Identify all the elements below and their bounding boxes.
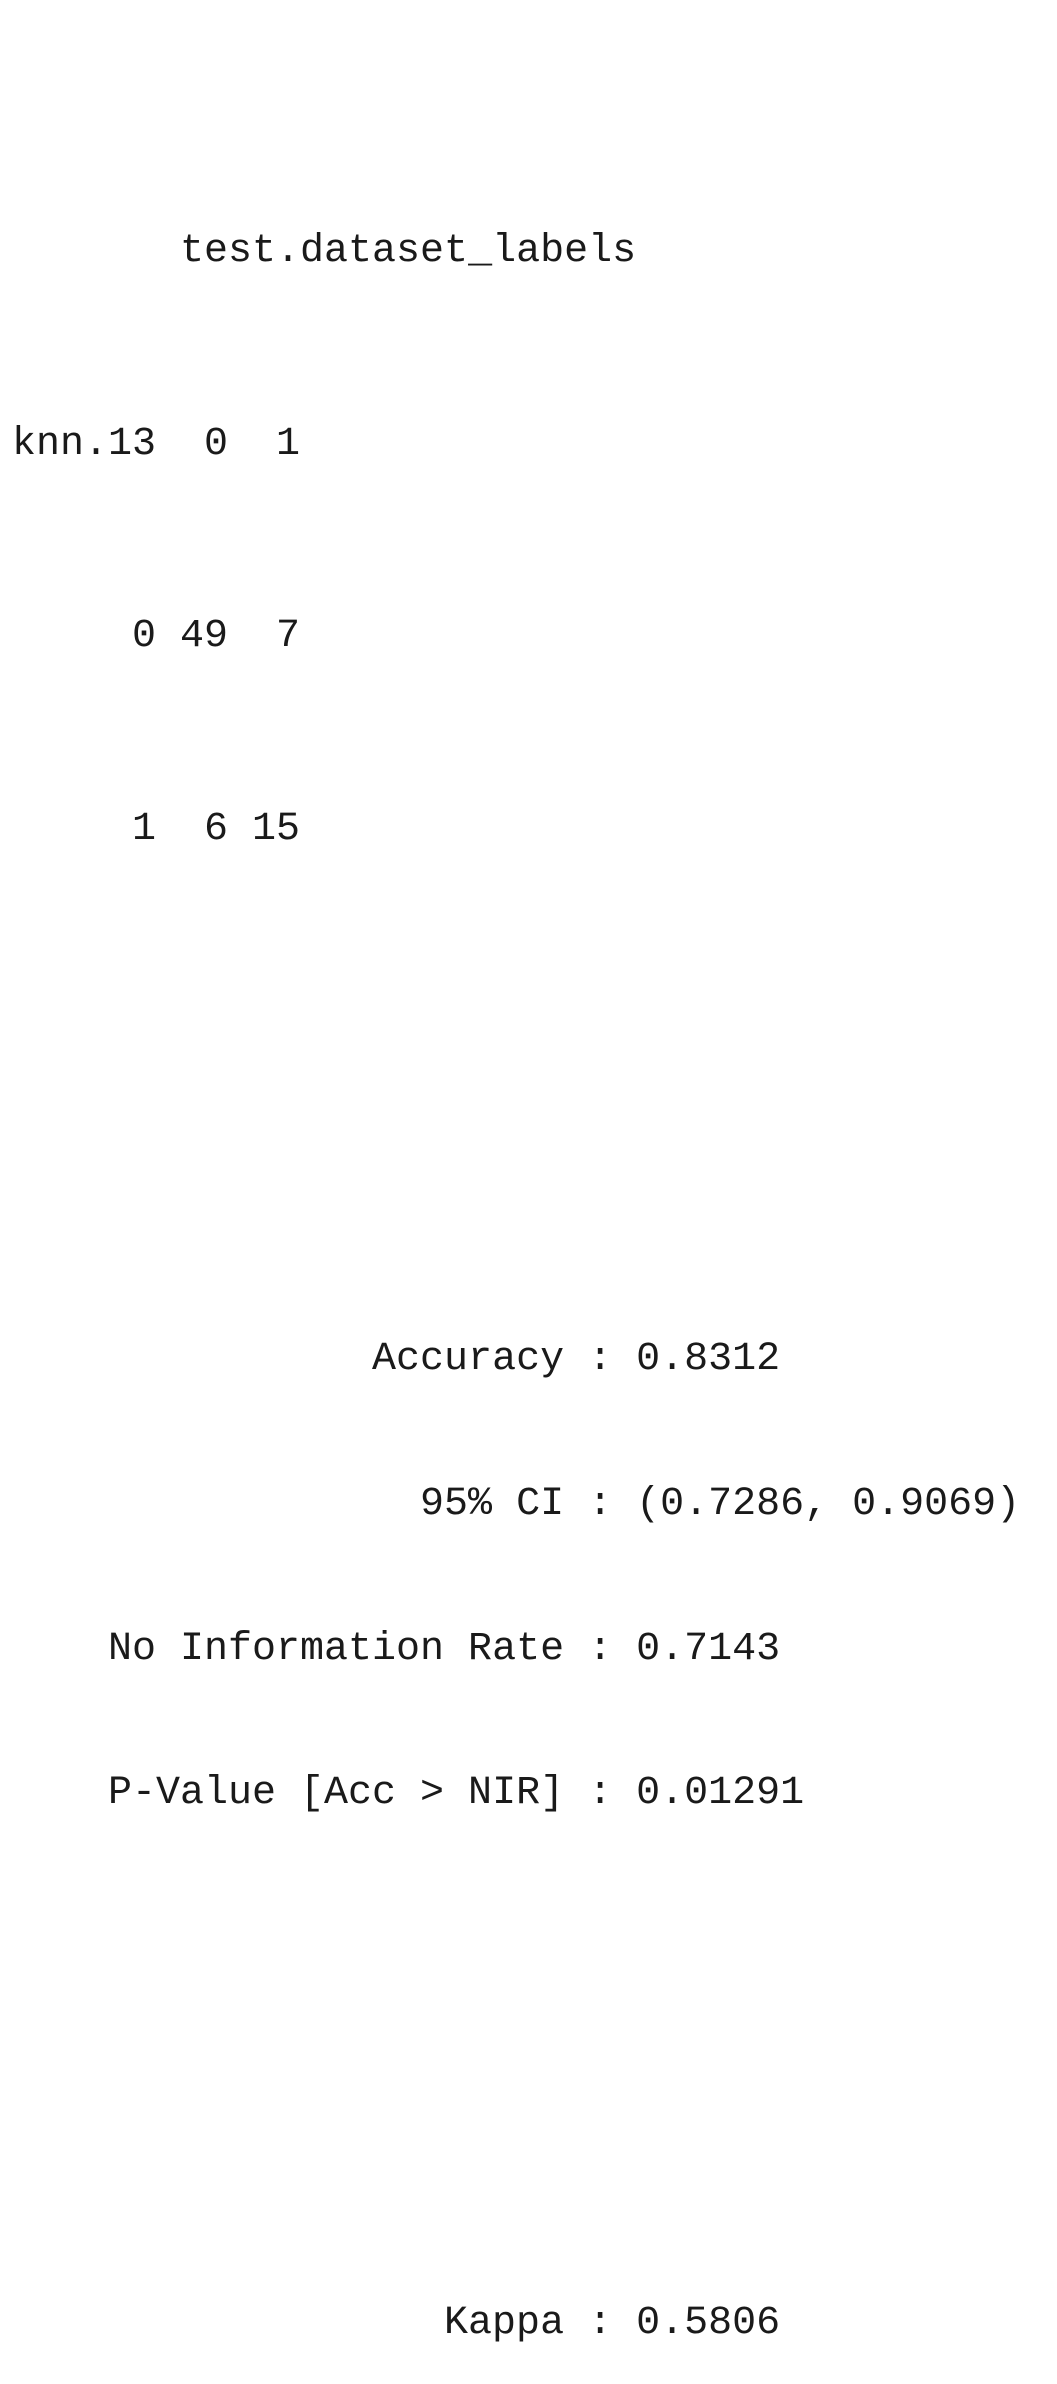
stat-value: 0.5806	[636, 2301, 781, 2347]
matrix-cell: 15	[252, 807, 301, 853]
stat-label: Kappa	[444, 2301, 565, 2347]
stat-separator: :	[588, 1482, 613, 1527]
stat-separator: :	[588, 1337, 613, 1383]
matrix-row: 1 6 15	[12, 806, 1020, 854]
stat-row: 95% CI : (0.7286, 0.9069)	[12, 1481, 1020, 1529]
stat-label: 95% CI	[420, 1482, 565, 1527]
console-output: test.dataset_labels knn.13 0 1 0 49 7 1 …	[12, 35, 1020, 2384]
matrix-row-level: 0	[132, 614, 157, 660]
stat-separator: :	[588, 1626, 613, 1672]
matrix-column-header: test.dataset_labels	[180, 228, 637, 274]
matrix-column-level: 1	[276, 421, 301, 467]
stat-label: P-Value [Acc > NIR]	[108, 1771, 565, 1817]
stat-separator: :	[588, 2301, 613, 2347]
stat-value: 0.8312	[636, 1337, 781, 1383]
matrix-row: 0 49 7	[12, 613, 1020, 661]
matrix-cell: 7	[276, 614, 301, 660]
stat-label: Accuracy	[372, 1337, 565, 1383]
stats-group-accuracy: Accuracy : 0.8312 95% CI : (0.7286, 0.90…	[12, 1240, 1020, 1915]
stat-value: 0.01291	[636, 1771, 805, 1817]
stat-separator: :	[588, 1771, 613, 1817]
matrix-cell: 6	[204, 807, 229, 853]
stat-row: Accuracy : 0.8312	[12, 1336, 1020, 1384]
matrix-cell: 49	[180, 614, 229, 660]
stat-row: P-Value [Acc > NIR] : 0.01291	[12, 1770, 1020, 1818]
stat-label: No Information Rate	[108, 1626, 565, 1672]
matrix-row-header: knn.13	[12, 421, 157, 467]
stat-value: 0.7143	[636, 1626, 781, 1672]
stat-value: (0.7286, 0.9069)	[636, 1482, 1021, 1527]
stat-row: No Information Rate : 0.7143	[12, 1626, 1020, 1674]
matrix-row-level: 1	[132, 807, 157, 853]
stat-row-kappa: Kappa : 0.5806	[12, 2300, 1020, 2348]
matrix-levels-row: knn.13 0 1	[12, 421, 1020, 469]
matrix-column-level: 0	[204, 421, 229, 467]
matrix-column-header-row: test.dataset_labels	[12, 228, 1020, 276]
